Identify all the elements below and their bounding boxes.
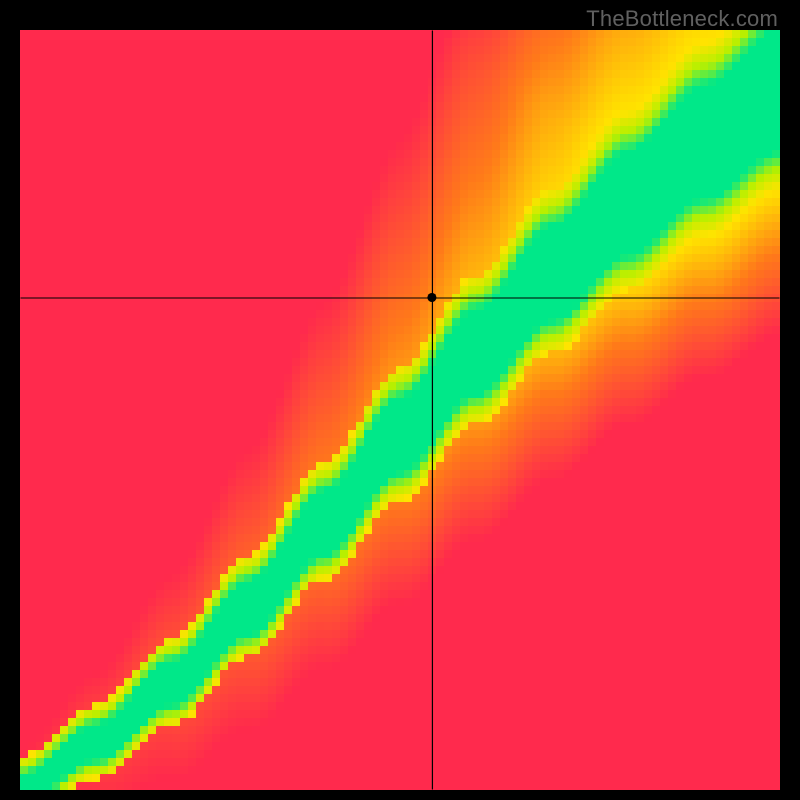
- bottleneck-heatmap: [20, 30, 780, 790]
- watermark-text: TheBottleneck.com: [586, 6, 778, 32]
